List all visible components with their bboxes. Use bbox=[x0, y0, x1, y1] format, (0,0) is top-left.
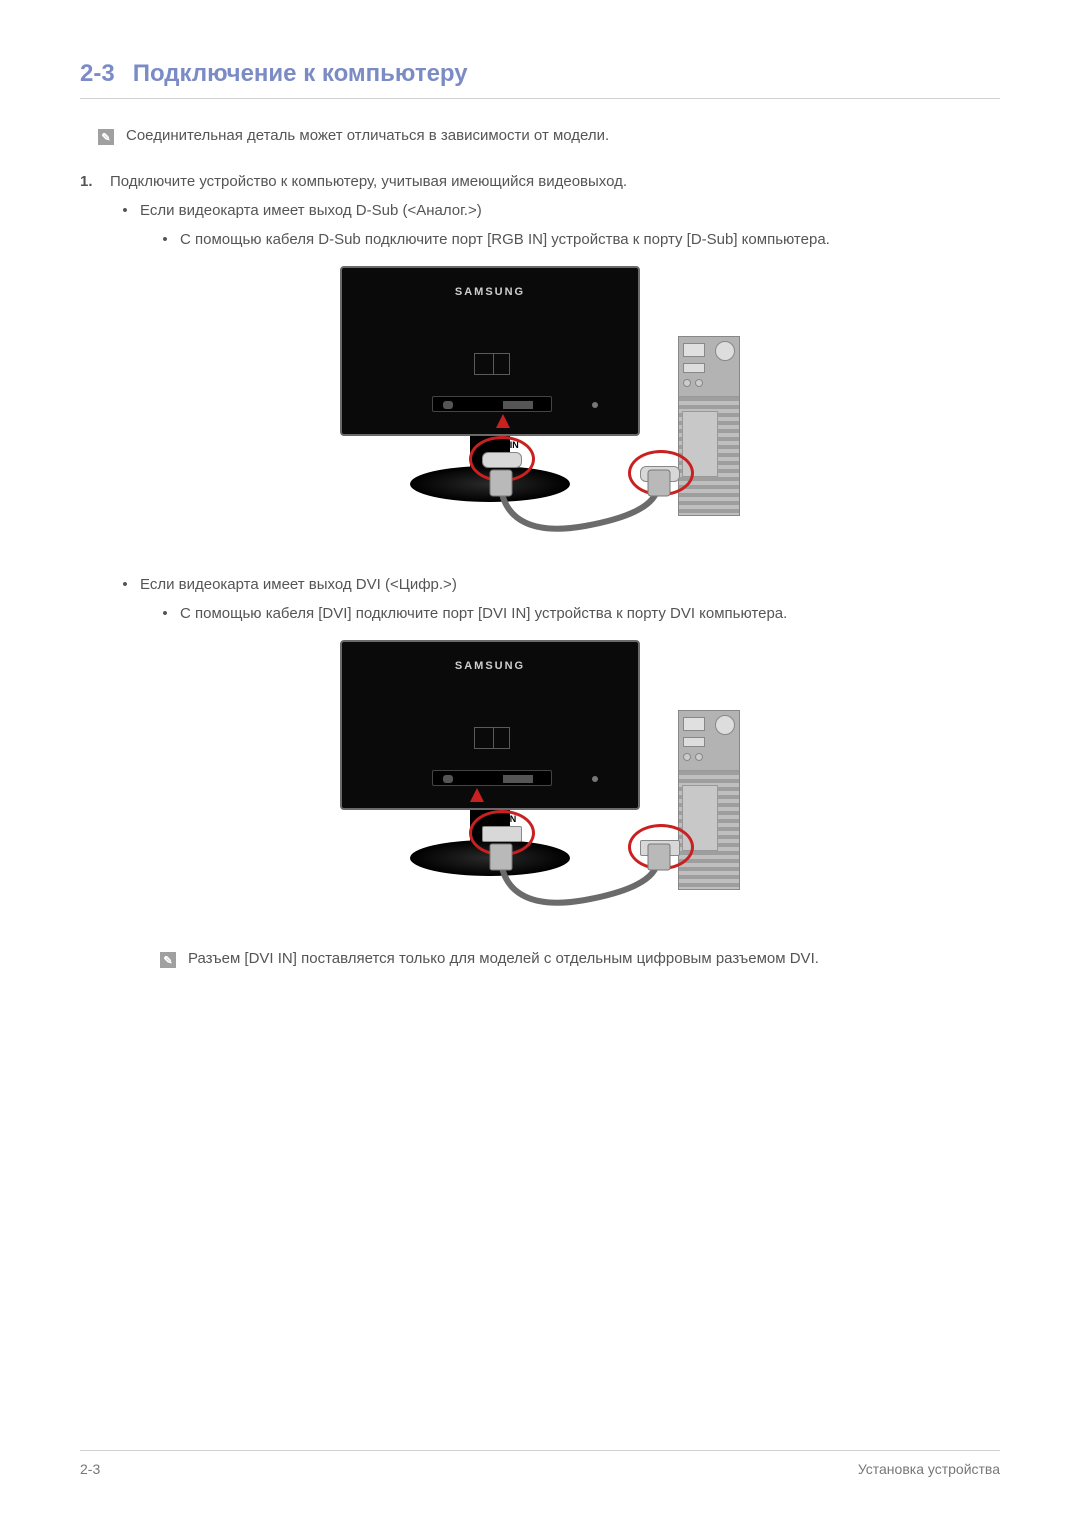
dvi-line: Если видеокарта имеет выход DVI (<Цифр.>… bbox=[140, 576, 457, 593]
footer-right: Установка устройства bbox=[858, 1461, 1000, 1477]
top-note-text: Соединительная деталь может отличаться в… bbox=[126, 127, 609, 144]
section-number: 2-3 bbox=[80, 60, 115, 88]
bullet-icon: • bbox=[160, 231, 170, 248]
step-1-text: Подключите устройство к компьютеру, учит… bbox=[110, 173, 627, 190]
figure-dvi: SAMSUNG DVI IN bbox=[80, 640, 1000, 920]
dsub-sub-line: С помощью кабеля D-Sub подключите порт [… bbox=[180, 231, 830, 248]
figure-rgb: SAMSUNG RGB IN bbox=[80, 266, 1000, 546]
vga-cable bbox=[340, 266, 740, 546]
page-footer: 2-3 Установка устройства bbox=[80, 1450, 1000, 1477]
bullet-icon: • bbox=[120, 202, 130, 219]
top-note: ✎ Соединительная деталь может отличаться… bbox=[98, 127, 1000, 145]
bullet-icon: • bbox=[120, 576, 130, 593]
bullet-icon: • bbox=[160, 605, 170, 622]
dvi-note-text: Разъем [DVI IN] поставляется только для … bbox=[188, 950, 819, 967]
section-heading: 2-3 Подключение к компьютеру bbox=[80, 60, 1000, 99]
dvi-sub-line: С помощью кабеля [DVI] подключите порт [… bbox=[180, 605, 787, 622]
dsub-bullet: • Если видеокарта имеет выход D-Sub (<Ан… bbox=[120, 202, 1000, 219]
dvi-bullet: • Если видеокарта имеет выход DVI (<Цифр… bbox=[120, 576, 1000, 593]
dvi-sub-bullet: • С помощью кабеля [DVI] подключите порт… bbox=[160, 605, 1000, 622]
diagram-rgb: SAMSUNG RGB IN bbox=[340, 266, 740, 546]
dsub-line: Если видеокарта имеет выход D-Sub (<Анал… bbox=[140, 202, 482, 219]
dvi-note: ✎ Разъем [DVI IN] поставляется только дл… bbox=[160, 950, 1000, 968]
dvi-cable bbox=[340, 640, 740, 920]
note-icon: ✎ bbox=[98, 129, 114, 145]
section-title: Подключение к компьютеру bbox=[133, 60, 468, 88]
step-1-number: 1. bbox=[80, 173, 102, 190]
diagram-dvi: SAMSUNG DVI IN bbox=[340, 640, 740, 920]
dsub-sub-bullet: • С помощью кабеля D-Sub подключите порт… bbox=[160, 231, 1000, 248]
note-icon: ✎ bbox=[160, 952, 176, 968]
footer-left: 2-3 bbox=[80, 1461, 100, 1477]
step-1: 1. Подключите устройство к компьютеру, у… bbox=[80, 173, 1000, 190]
